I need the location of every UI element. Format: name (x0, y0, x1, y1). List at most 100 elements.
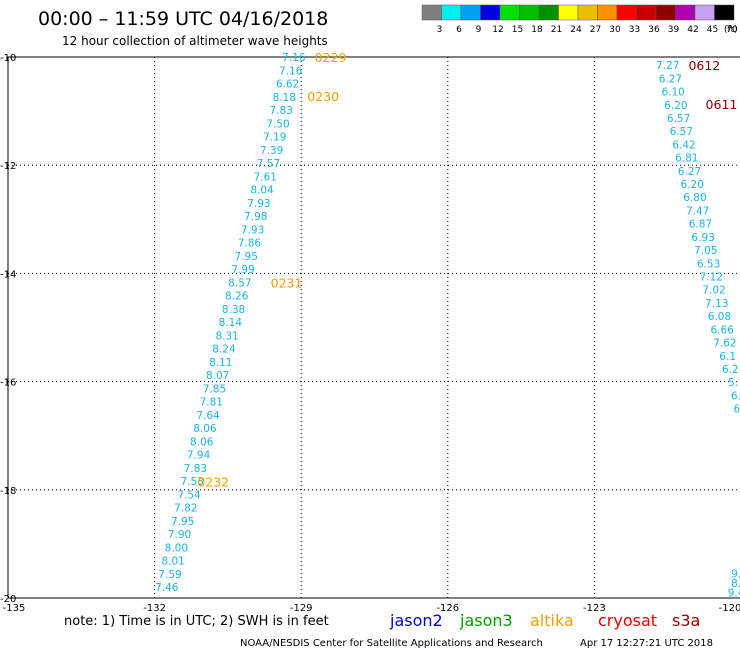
altimeter-track: 7.276.276.106.206.576.576.426.816.276.20… (656, 60, 740, 416)
wave-height-value: 7.62 (713, 338, 736, 350)
wave-height-value: 7.83 (184, 463, 207, 475)
wave-height-value: 6.81 (675, 153, 698, 165)
wave-height-value: 6.08 (708, 311, 731, 323)
wave-height-value: 7.27 (656, 60, 679, 72)
legend-swatch-24 (558, 4, 579, 21)
wave-height-value: 6.57 (667, 113, 690, 125)
wave-height-value: 7.13 (705, 298, 728, 310)
legend-label-3: 3 (437, 25, 443, 35)
map-title: 00:00 – 11:59 UTC 04/16/2018 (38, 8, 328, 30)
lon-tick-label: -126 (436, 603, 459, 614)
wave-height-value: 6.1 (719, 351, 736, 363)
wave-height-value: 6. (734, 404, 740, 416)
legend-swatch-36 (636, 4, 657, 21)
legend-swatch-33 (616, 4, 637, 21)
graticule-grid (8, 57, 740, 598)
wave-height-value: 6.87 (689, 219, 712, 231)
legend-swatch-39 (655, 4, 676, 21)
pass-time-labels: 0229 0230 0231 0232 0612 0611 (197, 50, 737, 490)
wave-height-value: 8.04 (250, 185, 274, 197)
lat-tick-label: -16 (0, 378, 16, 389)
plot-frame (7, 56, 740, 599)
lat-tick-label: -18 (0, 486, 16, 497)
lat-tick-label: -12 (0, 161, 16, 172)
wave-height-value: 8.06 (190, 436, 214, 448)
wave-height-value: 7.61 (254, 171, 277, 183)
satellite-name-s3a: s3a (672, 611, 700, 630)
legend-label-27: 27 (590, 25, 601, 35)
wave-height-value: 9.4 (728, 588, 740, 600)
wave-height-value: 8.57 (228, 277, 251, 289)
wave-height-value: 7.95 (235, 251, 258, 263)
wave-height-value: 6.2 (722, 364, 739, 376)
lon-tick-label: -120 (719, 603, 740, 614)
altimeter-track: 7.167.166.628.187.837.507.197.397.577.61… (155, 52, 306, 594)
wave-height-value: 7.90 (168, 529, 191, 541)
wave-height-value: 7.86 (238, 238, 262, 250)
wave-height-value: 8.26 (225, 291, 249, 303)
legend-label-12: 12 (492, 25, 503, 35)
pass-time-label: 0230 (307, 89, 339, 104)
map-plot-area: -135 -132 -129 -126 -123 -120 -10 -12 -14 -16 -18… (0, 50, 740, 614)
wave-height-value: 8.14 (219, 317, 243, 329)
legend-swatch-27 (577, 4, 598, 21)
wave-height-value: 7.93 (247, 198, 270, 210)
wave-height-value: 7.16 (279, 65, 303, 77)
altimeter-track: 9.8.9.4 (728, 569, 740, 600)
wave-height-value: 6.66 (711, 324, 735, 336)
wave-height-value: 8.06 (193, 423, 217, 435)
legend-label-18: 18 (531, 25, 543, 35)
satellite-name-jason2: jason2 (389, 611, 443, 630)
satellite-name-cryosat: cryosat (598, 611, 657, 630)
satellite-legend: jason2 jason3 altika cryosat s3a (389, 611, 700, 630)
pass-time-label: 0611 (706, 97, 738, 112)
lat-tick-label: -10 (0, 53, 16, 64)
legend-swatch-15 (499, 4, 520, 21)
footer-note: note: 1) Time is in UTC; 2) SWH is in fe… (64, 614, 329, 629)
wave-height-value: 7.16 (282, 52, 306, 64)
wave-height-value: 8.18 (273, 92, 296, 104)
legend-swatch-18 (519, 4, 540, 21)
wave-height-value: 6.27 (678, 166, 701, 178)
pass-time-label: 0232 (197, 475, 229, 490)
wave-height-value: 7.81 (200, 397, 223, 409)
legend-label-33: 33 (629, 25, 640, 35)
pass-time-label: 0612 (688, 58, 720, 73)
wave-height-value: 6.53 (697, 258, 720, 270)
wave-height-value: 8.38 (222, 304, 245, 316)
wave-height-value: 6.10 (661, 87, 684, 99)
lat-tick-label: -14 (0, 269, 16, 280)
legend-swatch-9 (460, 4, 481, 21)
wave-height-color-legend: 3 6 9 12 15 18 21 24 27 30 33 36 39 42 45 70(ft) (421, 4, 738, 35)
legend-swatch-21 (538, 4, 559, 21)
wave-height-value: 6.42 (672, 139, 695, 151)
lon-tick-label: -132 (143, 603, 166, 614)
legend-label-39: 39 (668, 25, 680, 35)
legend-label-24: 24 (570, 25, 582, 35)
lon-tick-label: -129 (290, 603, 313, 614)
wave-height-value: 7.95 (171, 516, 194, 528)
latitude-tick-labels: -10 -12 -14 -16 -18 -20 (0, 53, 16, 605)
altimeter-tracks: 7.167.166.628.187.837.507.197.397.577.61… (155, 52, 740, 600)
legend-label-15: 15 (512, 25, 523, 35)
satellite-name-altika: altika (530, 611, 574, 630)
legend-label-21: 21 (551, 25, 562, 35)
wave-height-value: 6.80 (683, 192, 706, 204)
wave-height-value: 7.12 (700, 272, 723, 284)
satellite-name-jason3: jason3 (459, 611, 513, 630)
wave-height-value: 6.20 (664, 100, 687, 112)
wave-height-value: 7.46 (155, 582, 179, 594)
wave-height-value: 8.31 (215, 330, 238, 342)
wave-height-value: 6. (731, 390, 740, 402)
legend-label-9: 9 (476, 25, 482, 35)
lat-tick-label: -20 (0, 594, 16, 605)
wave-height-value: 7.47 (686, 205, 709, 217)
wave-height-value: 7.94 (187, 450, 211, 462)
legend-unit: (ft) (724, 25, 738, 35)
wave-height-value: 5. (728, 377, 738, 389)
wave-height-value: 6.20 (681, 179, 704, 191)
wave-height-value: 9. (731, 569, 740, 581)
wave-height-value: 8.00 (165, 542, 188, 554)
wave-height-value: 7.53 (181, 476, 204, 488)
